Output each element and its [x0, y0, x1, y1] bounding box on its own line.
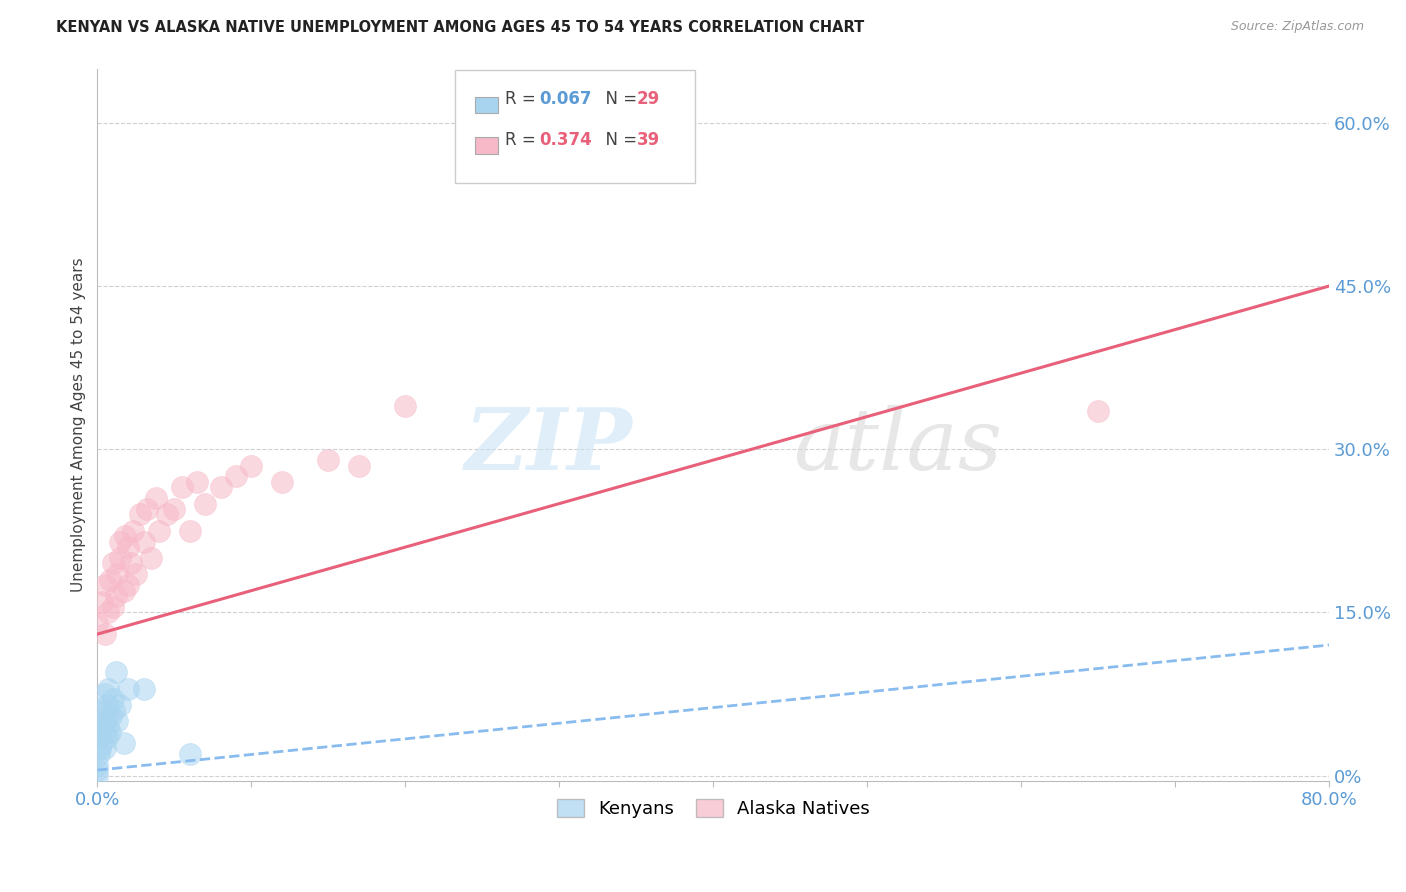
Point: [100, 708, 122, 723]
Point: [170, 480, 193, 494]
Point: [156, 508, 179, 522]
Point: [347, 458, 370, 473]
Point: [194, 497, 217, 511]
Point: [94, 714, 117, 728]
Point: [240, 458, 263, 473]
Point: [87, 747, 110, 761]
Point: [121, 524, 143, 538]
Point: [148, 524, 170, 538]
Point: [129, 508, 152, 522]
Point: [141, 551, 163, 566]
Point: [98, 725, 121, 739]
Text: ZIP: ZIP: [465, 404, 633, 488]
Point: [110, 534, 132, 549]
Point: [117, 578, 139, 592]
Point: [87, 731, 110, 745]
Point: [94, 627, 117, 641]
Point: [112, 583, 135, 598]
Point: [105, 714, 128, 728]
Point: [209, 480, 232, 494]
FancyBboxPatch shape: [475, 96, 498, 113]
Point: [101, 692, 124, 706]
Point: [93, 725, 115, 739]
Point: [98, 573, 121, 587]
Point: [93, 703, 115, 717]
Point: [96, 698, 118, 712]
Point: [125, 567, 148, 582]
Text: N =: N =: [595, 90, 643, 108]
Point: [86, 768, 108, 782]
Text: R =: R =: [505, 90, 541, 108]
Point: [91, 736, 114, 750]
Point: [120, 557, 142, 571]
Point: [110, 551, 132, 566]
Point: [135, 502, 157, 516]
Point: [97, 681, 120, 696]
Point: [91, 594, 114, 608]
Text: 29: 29: [637, 90, 659, 108]
Point: [112, 736, 135, 750]
Point: [132, 534, 155, 549]
Point: [104, 589, 127, 603]
Point: [114, 529, 136, 543]
Point: [179, 747, 201, 761]
Text: 0.067: 0.067: [540, 90, 592, 108]
Point: [91, 708, 114, 723]
Text: KENYAN VS ALASKA NATIVE UNEMPLOYMENT AMONG AGES 45 TO 54 YEARS CORRELATION CHART: KENYAN VS ALASKA NATIVE UNEMPLOYMENT AMO…: [56, 20, 865, 35]
Point: [89, 741, 111, 756]
Text: 0.374: 0.374: [540, 131, 592, 149]
Point: [86, 763, 108, 777]
Point: [1087, 404, 1109, 418]
Point: [110, 698, 132, 712]
Point: [394, 399, 416, 413]
Text: Source: ZipAtlas.com: Source: ZipAtlas.com: [1230, 20, 1364, 33]
FancyBboxPatch shape: [475, 137, 498, 154]
Point: [104, 665, 127, 680]
Point: [186, 475, 208, 489]
Point: [105, 567, 128, 582]
Point: [101, 599, 124, 614]
Point: [97, 606, 120, 620]
Point: [163, 502, 186, 516]
Point: [97, 720, 120, 734]
Text: atlas: atlas: [793, 405, 1002, 487]
Point: [103, 703, 125, 717]
Point: [101, 557, 124, 571]
Text: R =: R =: [505, 131, 541, 149]
Point: [96, 731, 118, 745]
Point: [94, 687, 117, 701]
Legend: Kenyans, Alaska Natives: Kenyans, Alaska Natives: [550, 791, 877, 825]
Text: N =: N =: [595, 131, 643, 149]
Point: [94, 578, 117, 592]
Text: 39: 39: [637, 131, 659, 149]
Point: [94, 741, 117, 756]
FancyBboxPatch shape: [454, 70, 695, 183]
Point: [89, 720, 111, 734]
Point: [86, 616, 108, 631]
Point: [179, 524, 201, 538]
Point: [86, 757, 108, 772]
Point: [132, 681, 155, 696]
Point: [117, 540, 139, 554]
Point: [316, 453, 339, 467]
Point: [225, 469, 247, 483]
Point: [117, 681, 139, 696]
Y-axis label: Unemployment Among Ages 45 to 54 years: Unemployment Among Ages 45 to 54 years: [72, 258, 86, 592]
Point: [145, 491, 167, 505]
Point: [271, 475, 294, 489]
